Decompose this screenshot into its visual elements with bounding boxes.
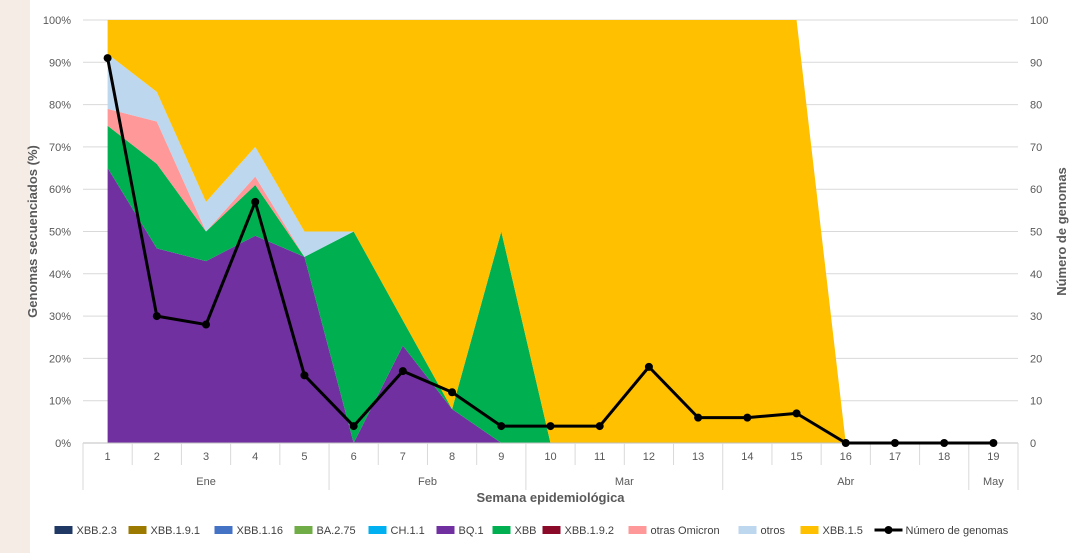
month-label: Feb	[418, 476, 437, 488]
x-tick-label: 2	[154, 451, 160, 463]
y-axis-title: Genomas secuenciados (%)	[25, 145, 40, 318]
y-tick-label: 30%	[49, 311, 71, 323]
y-tick-label: 70%	[49, 142, 71, 154]
legend-swatch-xbb-1-9-2	[542, 526, 561, 534]
genome-count-point	[398, 367, 407, 376]
x-tick-label: 8	[449, 451, 455, 463]
x-tick-label: 17	[889, 451, 901, 463]
y-tick-label: 90%	[49, 57, 71, 69]
genome-count-point	[349, 422, 358, 431]
legend-label-ch-1-1: CH.1.1	[391, 525, 425, 537]
legend-swatch-otras-omicron	[628, 526, 647, 534]
x-tick-label: 11	[594, 451, 605, 463]
month-label: Ene	[196, 476, 216, 488]
x-tick-label: 19	[987, 451, 999, 463]
legend-label-otras-omicron: otras Omicron	[651, 525, 720, 537]
genome-count-point	[448, 388, 457, 397]
genome-count-point	[841, 439, 850, 447]
legend-swatch-xbb-1-5	[800, 526, 819, 534]
legend-label-xbb-1-5: XBB.1.5	[823, 525, 863, 537]
genome-count-point	[497, 422, 506, 431]
y-tick-label: 100%	[43, 15, 71, 27]
legend-label-xbb-1-9-1: XBB.1.9.1	[151, 525, 201, 537]
legend-swatch-ch-1-1	[368, 526, 387, 534]
legend-swatch-otros	[738, 526, 757, 534]
x-tick-label: 10	[544, 451, 556, 463]
genome-count-point	[546, 422, 555, 431]
genome-count-point	[792, 409, 801, 418]
month-label: Abr	[837, 476, 854, 488]
x-tick-label: 16	[840, 451, 852, 463]
x-tick-label: 14	[741, 451, 753, 463]
y2-tick-label: 40	[1030, 269, 1042, 281]
genome-count-point	[644, 362, 653, 371]
genome-count-point	[743, 413, 752, 422]
genome-count-point	[890, 439, 899, 447]
y2-tick-label: 70	[1030, 142, 1042, 154]
y2-tick-label: 100	[1030, 15, 1048, 27]
y2-tick-label: 90	[1030, 57, 1042, 69]
x-tick-label: 3	[203, 451, 209, 463]
y2-tick-label: 20	[1030, 353, 1042, 365]
legend-marker-n-mero-de-genomas	[884, 526, 893, 534]
y2-tick-label: 50	[1030, 227, 1042, 239]
y-tick-label: 50%	[49, 227, 71, 239]
x-tick-label: 12	[643, 451, 655, 463]
x-tick-label: 18	[938, 451, 950, 463]
area-xbb-1-5	[107, 20, 994, 443]
month-label: Mar	[615, 476, 634, 488]
legend-label-bq-1: BQ.1	[459, 525, 484, 537]
month-label: May	[983, 476, 1004, 488]
y-tick-label: 10%	[49, 396, 71, 408]
genome-count-point	[595, 422, 604, 431]
legend-label-otros: otros	[761, 525, 786, 537]
genome-count-point	[940, 439, 949, 447]
y2-tick-label: 30	[1030, 311, 1042, 323]
y2-tick-label: 0	[1030, 438, 1036, 450]
area-bq-1	[107, 168, 994, 444]
genome-count-point	[202, 320, 211, 329]
genome-count-point	[694, 413, 703, 422]
legend-swatch-xbb-1-16	[214, 526, 233, 534]
legend-label-xbb-2-3: XBB.2.3	[77, 525, 117, 537]
x-axis-title: Semana epidemiológica	[476, 490, 625, 505]
legend-swatch-xbb	[492, 526, 511, 534]
x-tick-label: 13	[692, 451, 704, 463]
x-tick-label: 15	[790, 451, 802, 463]
y2-tick-label: 60	[1030, 184, 1042, 196]
y-tick-label: 80%	[49, 100, 71, 112]
left-decorative-strip	[0, 0, 30, 553]
genome-count-point	[103, 54, 112, 63]
y-tick-label: 40%	[49, 269, 71, 281]
genome-count-point	[152, 312, 161, 321]
x-tick-label: 1	[105, 451, 111, 463]
legend-swatch-xbb-1-9-1	[128, 526, 147, 534]
legend-swatch-xbb-2-3	[54, 526, 73, 534]
legend-label-xbb-1-16: XBB.1.16	[237, 525, 283, 537]
legend-swatch-bq-1	[436, 526, 455, 534]
y2-tick-label: 10	[1030, 396, 1042, 408]
y2-tick-label: 80	[1030, 100, 1042, 112]
x-tick-label: 7	[400, 451, 406, 463]
genome-count-point	[989, 439, 998, 447]
x-tick-label: 9	[498, 451, 504, 463]
y-tick-label: 20%	[49, 353, 71, 365]
legend-label-xbb: XBB	[515, 525, 537, 537]
genome-count-point	[300, 371, 309, 380]
y-tick-label: 0%	[55, 438, 71, 450]
legend-label-ba-2-75: BA.2.75	[317, 525, 356, 537]
legend-swatch-ba-2-75	[294, 526, 313, 534]
legend-label-xbb-1-9-2: XBB.1.9.2	[565, 525, 615, 537]
x-tick-label: 4	[252, 451, 258, 463]
x-tick-label: 6	[351, 451, 357, 463]
x-tick-label: 5	[301, 451, 307, 463]
genome-count-point	[251, 197, 260, 206]
y2-axis-title: Número de genomas	[1054, 167, 1069, 296]
y-tick-label: 60%	[49, 184, 71, 196]
legend-label-n-mero-de-genomas: Número de genomas	[906, 525, 1009, 537]
